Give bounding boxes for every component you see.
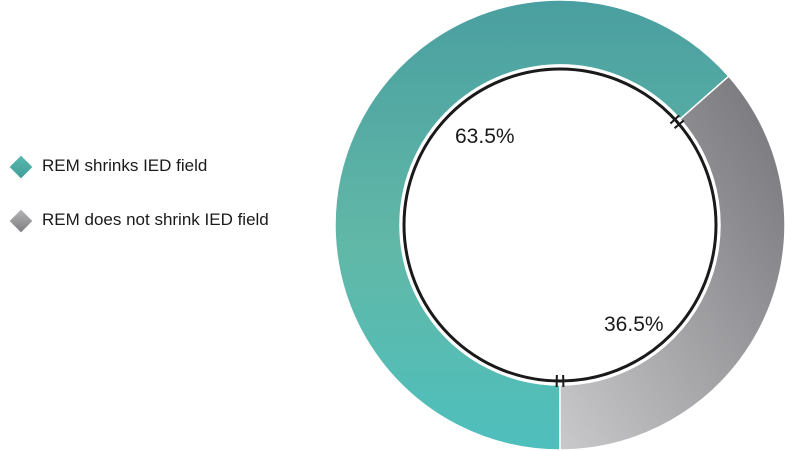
chart-legend: REM shrinks IED field REM does not shrin… bbox=[8, 155, 308, 264]
data-label-rem-does-not-shrink: 36.5% bbox=[604, 313, 664, 336]
donut-slice bbox=[334, 0, 730, 451]
donut-slice bbox=[559, 75, 785, 451]
data-label-rem-shrinks: 63.5% bbox=[455, 125, 515, 148]
slice-boundary-ticks bbox=[555, 114, 685, 387]
legend-item-rem-shrinks: REM shrinks IED field bbox=[8, 155, 308, 180]
legend-item-rem-does-not-shrink: REM does not shrink IED field bbox=[8, 209, 308, 234]
boundary-tick bbox=[669, 114, 680, 125]
donut-slices bbox=[334, 0, 785, 451]
inner-ring-outline bbox=[402, 67, 718, 383]
legend-label: REM shrinks IED field bbox=[42, 156, 208, 175]
legend-label: REM does not shrink IED field bbox=[42, 210, 269, 229]
boundary-tick bbox=[673, 119, 685, 129]
